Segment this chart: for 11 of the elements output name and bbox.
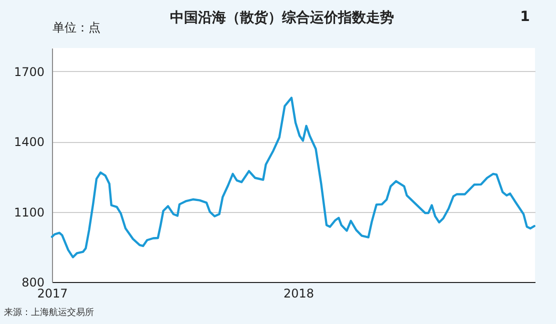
y-tick-label: 1700 bbox=[14, 64, 44, 79]
y-tick-label: 1100 bbox=[14, 205, 44, 220]
x-tick-label: 2018 bbox=[283, 286, 314, 300]
source-note: 来源：上海航运交易所 bbox=[4, 307, 94, 318]
line-series bbox=[50, 96, 536, 258]
y-tick-label: 1400 bbox=[14, 135, 44, 150]
chart-title: 中国沿海（散货）综合运价指数走势 bbox=[170, 9, 394, 26]
x-tick-label: 2017 bbox=[37, 286, 68, 300]
text: 1 bbox=[520, 9, 530, 25]
y-axis-title: 单位：点 bbox=[52, 20, 100, 34]
y-tick-label: 800 bbox=[22, 276, 44, 290]
